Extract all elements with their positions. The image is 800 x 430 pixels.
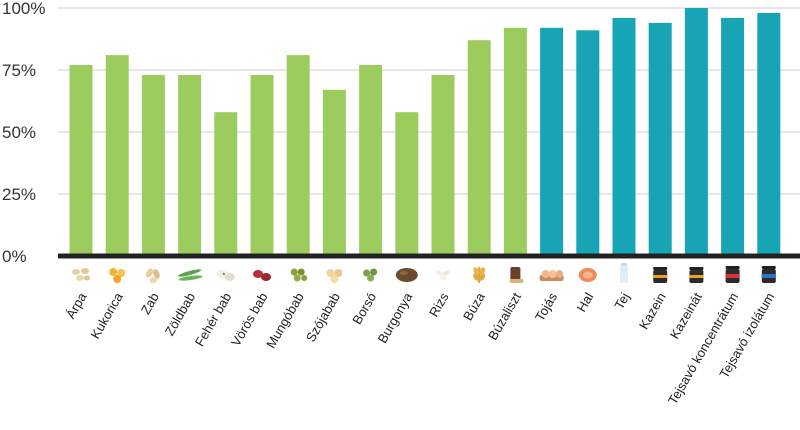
category-label: Szójabab [303, 290, 343, 344]
bar [250, 75, 274, 256]
category-label: Búza [460, 289, 488, 323]
rice-icon [435, 270, 450, 281]
category-label: Zab [138, 290, 162, 317]
bar [648, 22, 672, 257]
soybean-icon [326, 269, 343, 283]
wheat-icon [473, 267, 486, 283]
bar [612, 17, 636, 257]
milk-icon [620, 263, 628, 283]
bar [467, 40, 491, 257]
pea-icon [363, 268, 378, 282]
bar [540, 27, 564, 256]
category-label: Hal [574, 290, 597, 314]
y-tick-label: 25% [2, 185, 36, 204]
fish-icon [578, 268, 597, 282]
category-label: Burgonya [375, 289, 416, 345]
category-label: Rizs [426, 290, 452, 320]
bar [503, 27, 527, 256]
bar [178, 75, 202, 256]
green-bean-icon [177, 269, 203, 281]
bar [69, 65, 93, 256]
corn-icon [109, 268, 126, 283]
y-tick-label: 100% [2, 0, 45, 18]
y-tick-label: 75% [2, 61, 36, 80]
y-axis-ticks: 0% 25% 50% 75% 100% [2, 0, 45, 266]
bar [721, 17, 745, 257]
caseinate-jar-icon [689, 267, 704, 283]
bar [322, 89, 346, 256]
bar [757, 13, 781, 256]
bar [286, 55, 310, 256]
category-icons [72, 263, 776, 284]
category-label: Tojás [532, 290, 560, 324]
whey-isolate-jar-icon [761, 266, 776, 283]
category-label: Kazeinát [667, 290, 705, 342]
oats-icon [145, 268, 160, 284]
bar [359, 65, 383, 256]
y-tick-label: 0% [2, 247, 27, 266]
bar [684, 8, 708, 256]
barley-icon [72, 268, 90, 281]
category-label: Árpa [63, 289, 90, 321]
eggs-icon [539, 270, 564, 281]
bar [105, 55, 129, 256]
category-label: Zöldbab [162, 290, 198, 338]
casein-jar-icon [653, 267, 668, 283]
y-tick-label: 50% [2, 123, 36, 142]
white-bean-icon [216, 270, 235, 281]
red-bean-icon [253, 270, 271, 281]
bar [214, 112, 238, 256]
bar [576, 30, 600, 256]
category-label: Tej [611, 290, 632, 312]
potato-icon [395, 268, 418, 282]
category-label: Búzaliszt [485, 290, 524, 343]
category-label: Kukorica [88, 289, 127, 341]
bar [431, 75, 455, 256]
bars [69, 8, 781, 257]
mung-bean-icon [290, 268, 308, 282]
category-label: Kazein [636, 290, 669, 332]
flour-bag-icon [509, 267, 524, 283]
bar [395, 112, 419, 256]
whey-concentrate-jar-icon [725, 266, 740, 283]
bar [141, 75, 165, 256]
category-label: Borsó [349, 290, 379, 327]
